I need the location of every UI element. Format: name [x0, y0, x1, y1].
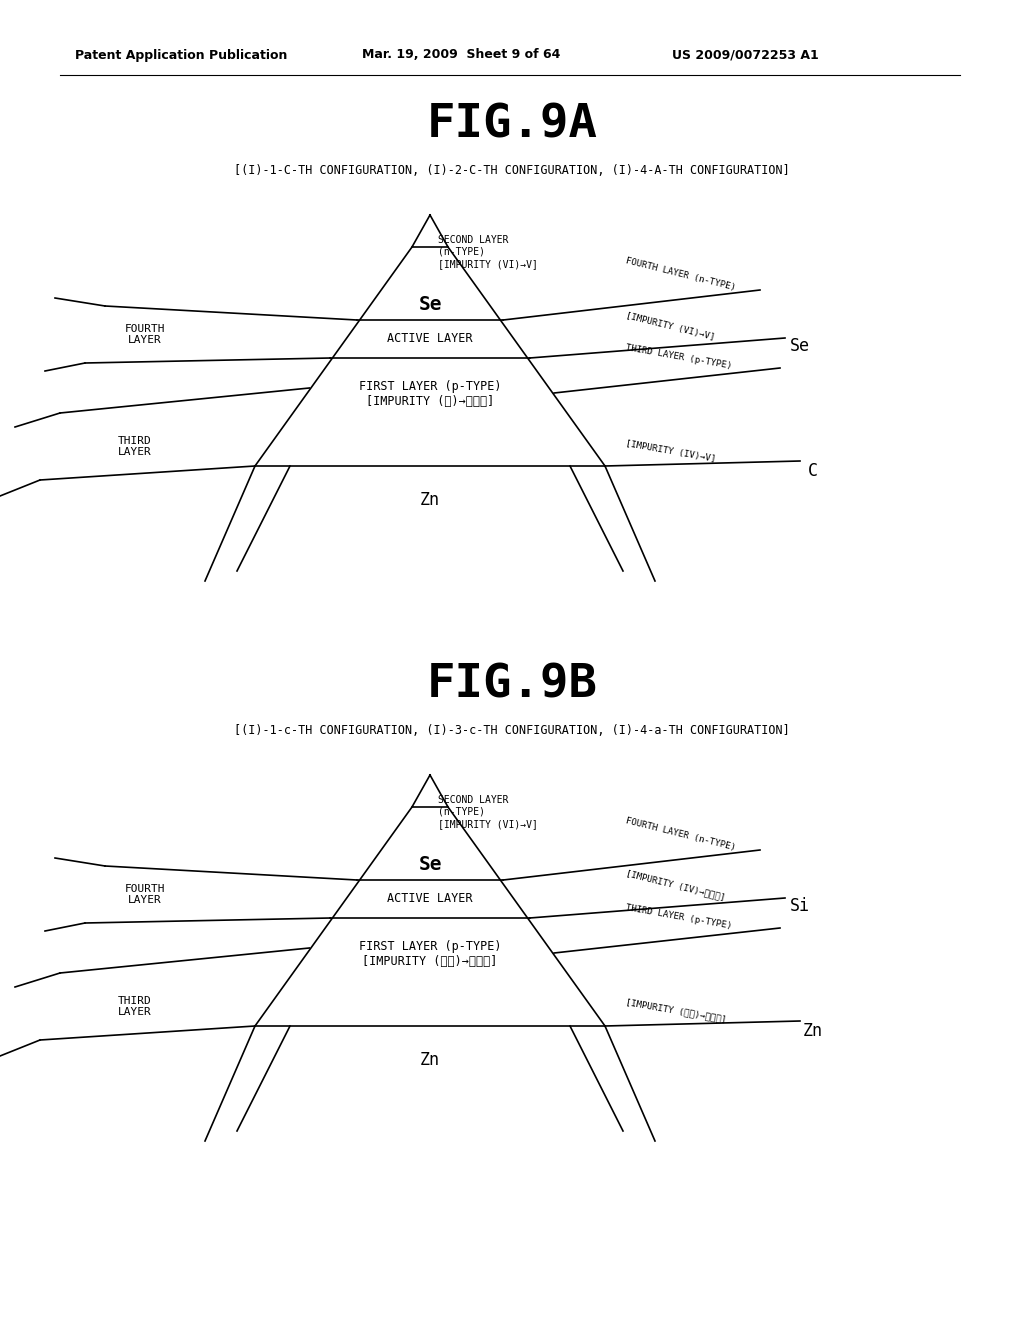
Text: [IMPURITY (VI)→V]: [IMPURITY (VI)→V]: [625, 312, 716, 342]
Text: FIG.9A: FIG.9A: [427, 103, 597, 148]
Text: THIRD LAYER (p-TYPE): THIRD LAYER (p-TYPE): [625, 903, 732, 931]
Text: FOURTH
LAYER: FOURTH LAYER: [125, 883, 165, 906]
Text: [IMPURITY (IV)→ⅢⅢⅢ]: [IMPURITY (IV)→ⅢⅢⅢ]: [625, 869, 726, 902]
Text: [IMPURITY (VI)→V]: [IMPURITY (VI)→V]: [438, 818, 538, 829]
Text: FIG.9B: FIG.9B: [427, 663, 597, 708]
Text: THIRD
LAYER: THIRD LAYER: [118, 436, 152, 457]
Text: Zn: Zn: [420, 491, 440, 510]
Text: SECOND LAYER: SECOND LAYER: [438, 795, 509, 805]
Text: [IMPURITY (Ⅱ)→ⅢⅢⅢ]: [IMPURITY (Ⅱ)→ⅢⅢⅢ]: [366, 395, 495, 408]
Text: (n-TYPE): (n-TYPE): [438, 247, 485, 257]
Text: [(I)-1-C-TH CONFIGURATION, (I)-2-C-TH CONFIGURATION, (I)-4-A-TH CONFIGURATION]: [(I)-1-C-TH CONFIGURATION, (I)-2-C-TH CO…: [234, 164, 790, 177]
Text: FIRST LAYER (p-TYPE): FIRST LAYER (p-TYPE): [358, 940, 502, 953]
Text: Zn: Zn: [803, 1022, 823, 1040]
Text: [IMPURITY (VI)→V]: [IMPURITY (VI)→V]: [438, 259, 538, 269]
Text: C: C: [808, 462, 818, 480]
Text: Se: Se: [418, 855, 441, 874]
Text: ACTIVE LAYER: ACTIVE LAYER: [387, 892, 473, 906]
Text: ACTIVE LAYER: ACTIVE LAYER: [387, 333, 473, 346]
Text: Patent Application Publication: Patent Application Publication: [75, 49, 288, 62]
Text: (n-TYPE): (n-TYPE): [438, 807, 485, 817]
Text: THIRD
LAYER: THIRD LAYER: [118, 995, 152, 1018]
Text: FOURTH LAYER (n-TYPE): FOURTH LAYER (n-TYPE): [625, 256, 736, 292]
Text: [IMPURITY (ⅡⅡ)→ⅢⅢⅢ]: [IMPURITY (ⅡⅡ)→ⅢⅢⅢ]: [362, 954, 498, 968]
Text: [IMPURITY (ⅡⅡ)→ⅢⅢⅢ]: [IMPURITY (ⅡⅡ)→ⅢⅢⅢ]: [625, 998, 727, 1024]
Text: Mar. 19, 2009  Sheet 9 of 64: Mar. 19, 2009 Sheet 9 of 64: [362, 49, 560, 62]
Text: FOURTH
LAYER: FOURTH LAYER: [125, 323, 165, 346]
Text: THIRD LAYER (p-TYPE): THIRD LAYER (p-TYPE): [625, 343, 732, 371]
Text: FOURTH LAYER (n-TYPE): FOURTH LAYER (n-TYPE): [625, 816, 736, 851]
Text: US 2009/0072253 A1: US 2009/0072253 A1: [672, 49, 819, 62]
Text: SECOND LAYER: SECOND LAYER: [438, 235, 509, 246]
Text: [IMPURITY (IV)→V]: [IMPURITY (IV)→V]: [625, 440, 717, 465]
Text: Zn: Zn: [420, 1051, 440, 1069]
Text: Se: Se: [790, 337, 810, 355]
Text: FIRST LAYER (p-TYPE): FIRST LAYER (p-TYPE): [358, 380, 502, 393]
Text: Se: Se: [418, 294, 441, 314]
Text: Si: Si: [790, 898, 810, 915]
Text: [(I)-1-c-TH CONFIGURATION, (I)-3-c-TH CONFIGURATION, (I)-4-a-TH CONFIGURATION]: [(I)-1-c-TH CONFIGURATION, (I)-3-c-TH CO…: [234, 723, 790, 737]
